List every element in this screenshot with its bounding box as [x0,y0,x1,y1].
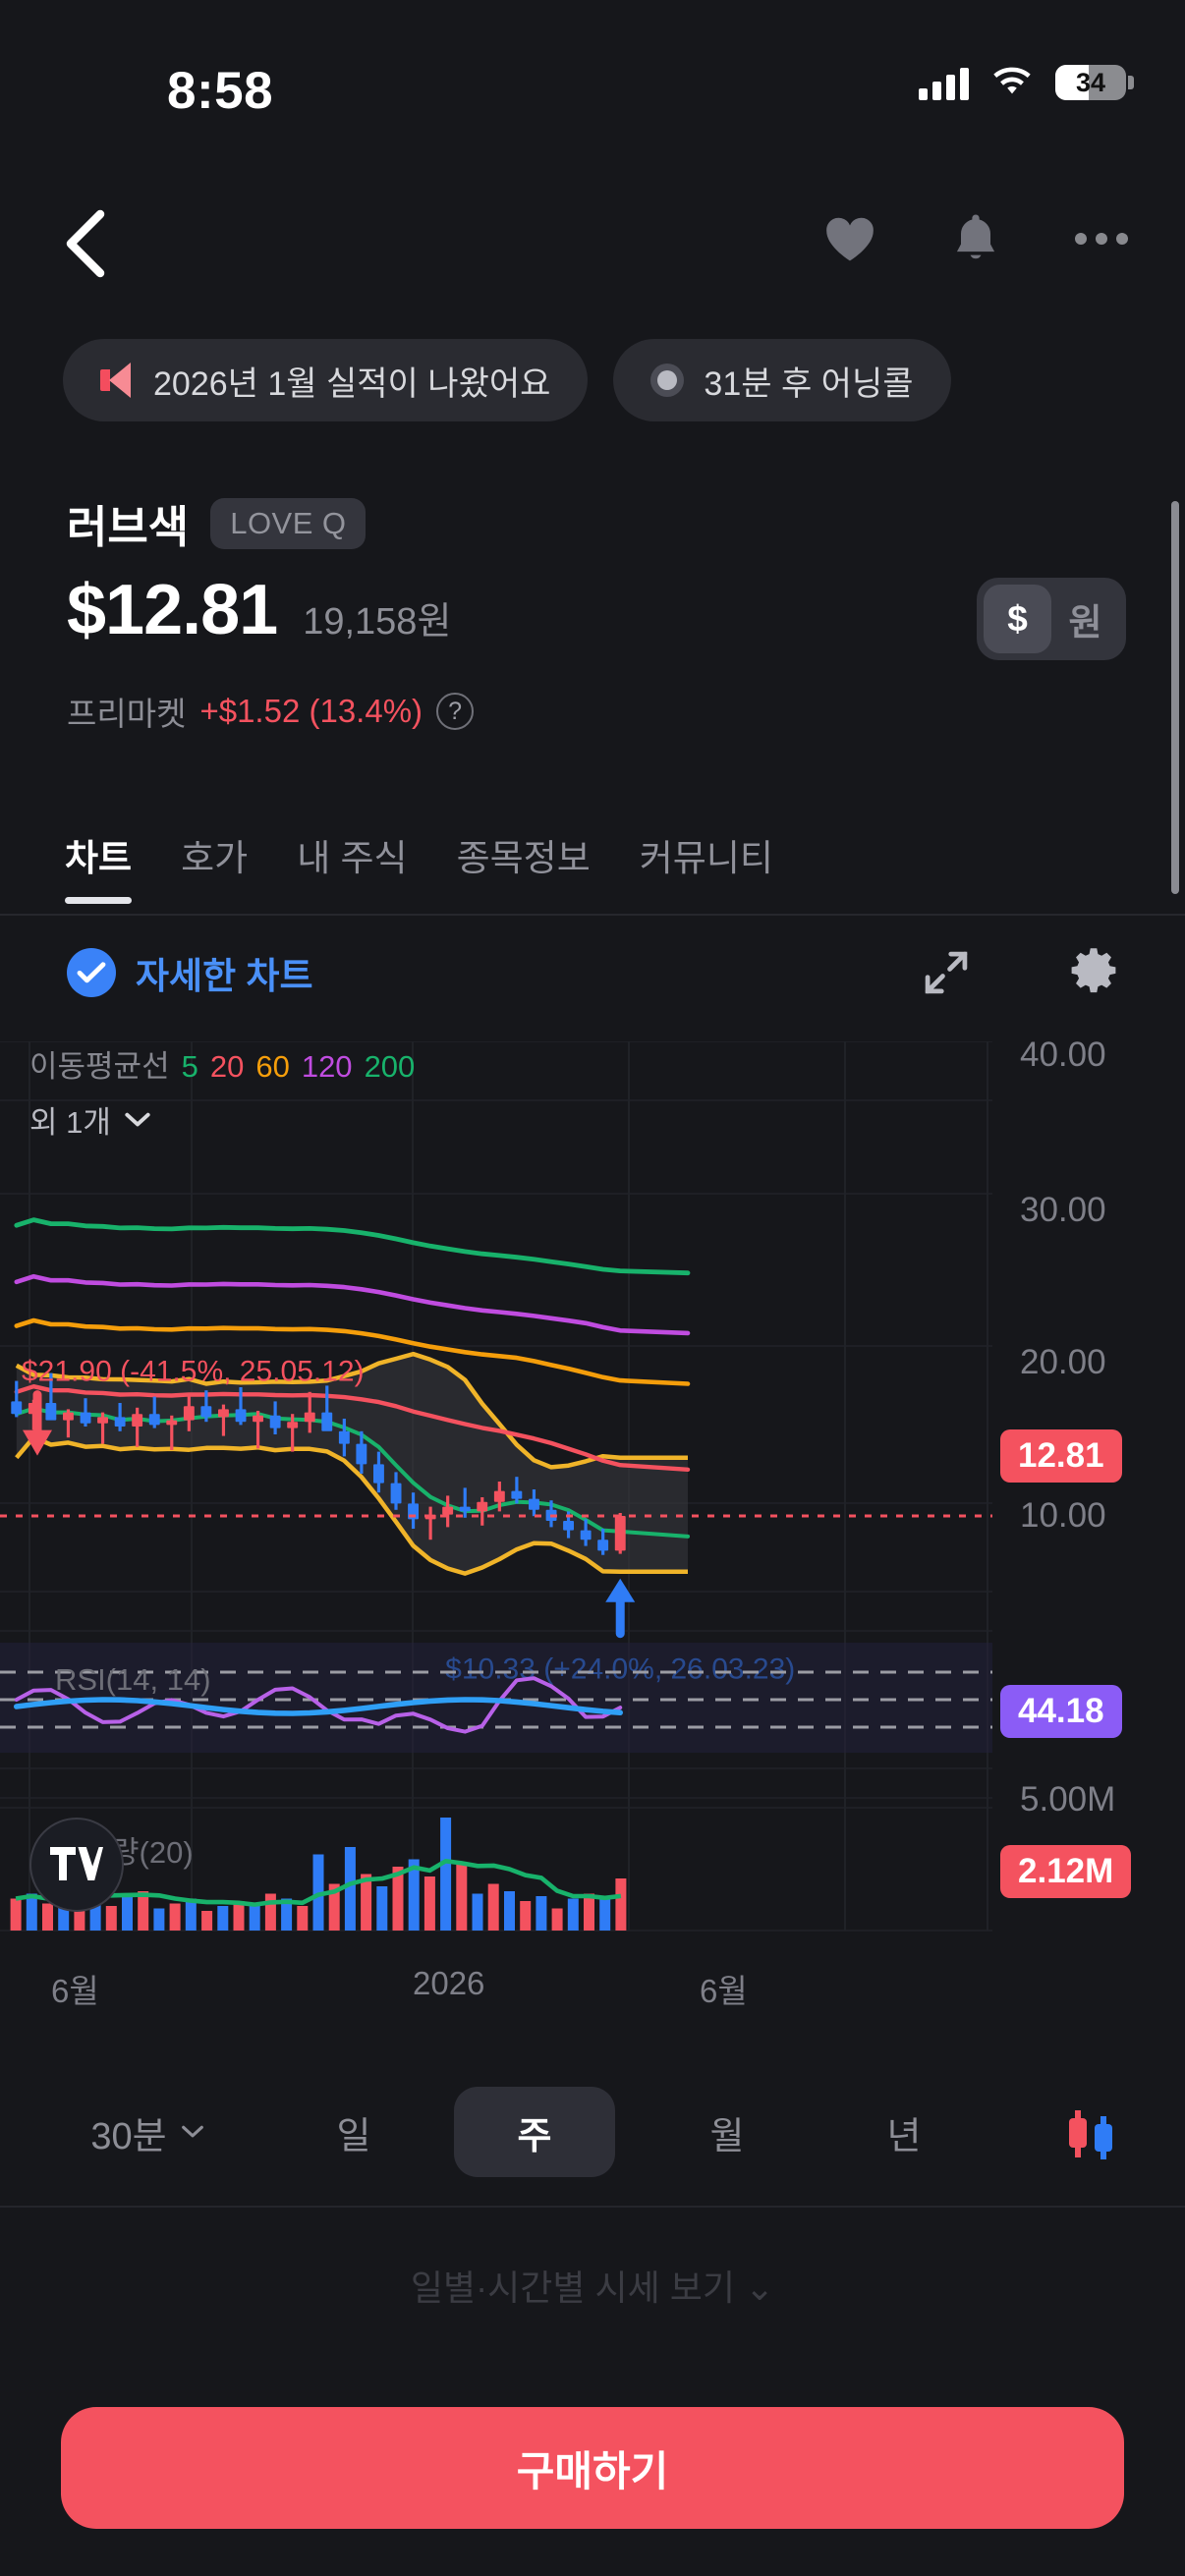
chevron-down-icon [125,1112,150,1126]
timeframe-divider [0,2206,1185,2208]
currency-option-krw[interactable]: 원 [1068,602,1102,643]
question-mark-icon[interactable]: ? [436,693,475,730]
gear-icon[interactable] [1063,942,1124,1003]
earnings-chip[interactable]: 2026년 1월 실적이 나왔어요 [63,339,589,421]
status-bar: 8:58 34 [0,0,1185,138]
timeframe-day[interactable]: 일 [336,2115,371,2157]
xaxis-label-0: 6월 [51,1973,99,2009]
price-axis: 40.00 30.00 20.00 12.81 10.00 44.18 5.00… [992,1036,1185,2024]
chart-area[interactable]: $21.90 (-41.5%, 25.05.12)$10.33 (+24.0%,… [0,1036,1185,2024]
tab-bar: 차트 호가 내 주식 종목정보 커뮤니티 [0,806,1185,916]
price-krw: 19,158원 [303,601,452,643]
rsi-value-badge: 44.18 [1000,1685,1122,1738]
battery-percent: 34 [1075,67,1106,97]
battery-icon: 34 [1055,65,1134,100]
back-button[interactable] [51,204,120,283]
timeframe-30min-label: 30분 [90,2115,167,2157]
ma-legend-title: 이동평균선 [29,1049,170,1084]
tab-stock-info[interactable]: 종목정보 [456,838,591,878]
heart-icon[interactable] [819,208,880,269]
premarket-row: 프리마켓 +$1.52 (13.4%) ? [67,688,475,735]
timeframe-year[interactable]: 년 [886,2115,922,2157]
ma-legend-200[interactable]: 200 [364,1049,416,1084]
page-scrollbar[interactable] [1171,501,1179,894]
timeframe-30min[interactable]: 30분 [59,2087,236,2177]
navigation-bar [0,196,1185,295]
axis-label-volume-max: 5.00M [1020,1780,1116,1819]
timeframe-bar: 30분 일 주 월 년 [0,2073,1185,2191]
axis-label-40: 40.00 [1020,1036,1106,1074]
daily-hourly-prices-link[interactable]: 일별·시간별 시세 보기 ⌄ [410,2268,775,2308]
timeframe-month[interactable]: 월 [709,2115,745,2157]
ma-legend-more-label: 외 1개 [29,1105,111,1140]
ticker-badge[interactable]: LOVE Q [210,497,367,549]
candlestick-icon[interactable] [1059,2099,1126,2167]
info-chips: 2026년 1월 실적이 나왔어요 31분 후 어닝콜 [63,339,951,421]
moving-average-legend: 이동평균선 5 20 60 120 200 외 1개 [29,1041,415,1142]
earnings-call-chip[interactable]: 31분 후 어닝콜 [613,339,951,421]
svg-text:$21.90 (-41.5%, 25.05.12): $21.90 (-41.5%, 25.05.12) [22,1356,365,1388]
price-row: $12.81 19,158원 [67,570,451,650]
detailed-chart-label: 자세한 차트 [136,956,313,996]
currency-option-usd[interactable]: $ [984,585,1051,653]
timeframe-week[interactable]: 주 [454,2087,615,2177]
tab-orderbook[interactable]: 호가 [181,838,249,878]
buy-button[interactable]: 구매하기 [61,2407,1124,2529]
tab-bar-divider [0,914,1185,916]
axis-label-30: 30.00 [1020,1191,1106,1229]
volume-value-badge: 2.12M [1000,1845,1132,1898]
price-usd: $12.81 [67,571,278,649]
rsi-panel-title: RSI(14, 14) [55,1662,211,1697]
tab-chart[interactable]: 차트 [65,806,133,904]
signal-bars-icon [919,65,969,100]
exchange-suffix: Q [321,505,347,540]
axis-label-20: 20.00 [1020,1343,1106,1381]
tab-my-stock[interactable]: 내 주식 [297,838,408,878]
earnings-call-chip-label: 31분 후 어닝콜 [704,364,914,403]
stock-name-row: 러브색 LOVE Q [67,491,367,555]
premarket-change: +$1.52 (13.4%) [199,693,423,729]
status-bar-time: 8:58 [167,62,274,120]
ticker-symbol: LOVE [230,505,313,540]
chart-canvas[interactable]: $21.90 (-41.5%, 25.05.12)$10.33 (+24.0%,… [0,1041,992,2024]
more-horizontal-icon[interactable] [1071,208,1132,269]
expand-diagonal-icon[interactable] [916,942,977,1003]
stock-name: 러브색 [67,502,190,552]
premarket-label: 프리마켓 [67,696,187,732]
xaxis-label-2: 6월 [700,1973,748,2009]
bell-icon[interactable] [945,208,1006,269]
detailed-chart-toggle[interactable]: 자세한 차트 [67,946,312,999]
current-price-badge: 12.81 [1000,1429,1122,1483]
xaxis-label-1: 2026 [413,1965,485,2001]
tradingview-icon[interactable] [29,1818,124,1912]
chevron-down-icon [181,2125,203,2138]
wifi-icon [990,66,1034,99]
ma-legend-more[interactable]: 외 1개 [29,1097,415,1142]
chart-toolbar: 자세한 차트 [0,928,1185,1036]
ma-legend-120[interactable]: 120 [301,1049,353,1084]
ma-legend-5[interactable]: 5 [181,1049,198,1084]
chevron-left-icon [66,209,105,278]
check-circle-icon [67,948,116,997]
axis-label-10: 10.00 [1020,1496,1106,1535]
ma-legend-60[interactable]: 60 [255,1049,290,1084]
earnings-chip-label: 2026년 1월 실적이 나왔어요 [153,364,551,403]
ma-legend-20[interactable]: 20 [209,1049,245,1084]
live-dot-icon [650,364,685,397]
currency-toggle[interactable]: $ 원 [977,578,1126,660]
megaphone-icon [100,363,134,398]
tab-community[interactable]: 커뮤니티 [639,838,773,878]
